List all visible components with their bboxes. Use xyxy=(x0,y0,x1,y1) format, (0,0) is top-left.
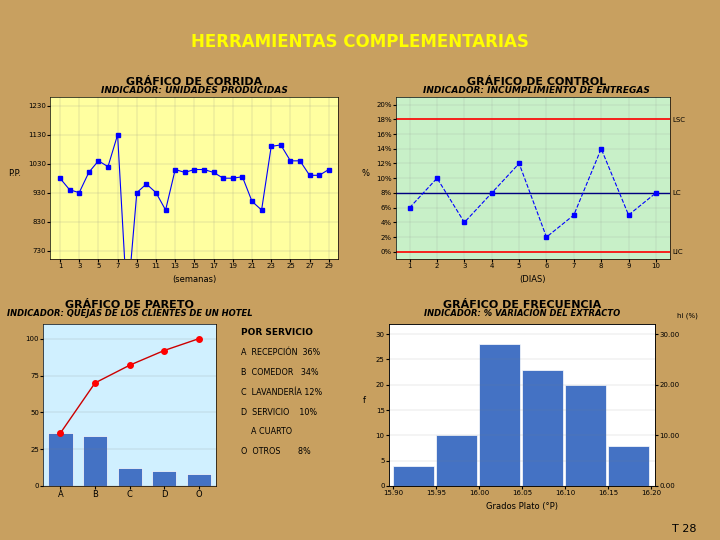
X-axis label: (DIAS): (DIAS) xyxy=(520,275,546,284)
Bar xyxy=(479,345,520,486)
Text: T 28: T 28 xyxy=(672,524,696,534)
X-axis label: (semanas): (semanas) xyxy=(172,275,217,284)
Bar xyxy=(608,446,649,486)
Text: A CUARTO: A CUARTO xyxy=(241,428,292,436)
Text: INDICADOR: % VARIACIÓN DEL EXTRACTO: INDICADOR: % VARIACIÓN DEL EXTRACTO xyxy=(424,309,620,318)
Bar xyxy=(48,433,73,486)
Text: A  RECEPCIÓN  36%: A RECEPCIÓN 36% xyxy=(241,348,320,356)
Bar xyxy=(186,474,211,486)
Bar xyxy=(522,369,563,486)
Text: C  LAVANDERÍA 12%: C LAVANDERÍA 12% xyxy=(241,388,323,396)
Text: GRÁFICO DE CONTROL: GRÁFICO DE CONTROL xyxy=(467,77,606,87)
Text: POR SERVICIO: POR SERVICIO xyxy=(241,328,313,336)
Text: GRÁFICO DE CORRIDA: GRÁFICO DE CORRIDA xyxy=(126,77,263,87)
Bar xyxy=(152,471,176,486)
Y-axis label: %: % xyxy=(361,169,369,178)
Text: GRÁFICO DE PARETO: GRÁFICO DE PARETO xyxy=(66,300,194,310)
Bar xyxy=(83,436,107,486)
Text: hi (%): hi (%) xyxy=(677,313,698,319)
Text: INDICADOR: UNIDADES PRODUCIDAS: INDICADOR: UNIDADES PRODUCIDAS xyxy=(101,86,288,95)
Text: D  SERVICIO    10%: D SERVICIO 10% xyxy=(241,408,318,416)
Bar xyxy=(393,465,434,486)
Text: B  COMEDOR   34%: B COMEDOR 34% xyxy=(241,368,319,376)
Bar xyxy=(117,468,142,486)
X-axis label: Grados Plato (°P): Grados Plato (°P) xyxy=(486,502,558,511)
Text: O  OTROS       8%: O OTROS 8% xyxy=(241,448,311,456)
Y-axis label: f: f xyxy=(363,396,366,405)
Y-axis label: P.P.: P.P. xyxy=(8,169,21,178)
Text: GRÁFICO DE FRECUENCIA: GRÁFICO DE FRECUENCIA xyxy=(443,300,601,310)
Bar xyxy=(565,384,606,486)
Text: INDICADOR: INCUMPLIMIENTO DE ENTREGAS: INDICADOR: INCUMPLIMIENTO DE ENTREGAS xyxy=(423,86,650,95)
Text: HERRAMIENTAS COMPLEMENTARIAS: HERRAMIENTAS COMPLEMENTARIAS xyxy=(191,33,529,51)
Text: INDICADOR: QUEJAS DE LOS CLIENTES DE UN HOTEL: INDICADOR: QUEJAS DE LOS CLIENTES DE UN … xyxy=(6,309,253,318)
Bar xyxy=(436,435,477,486)
